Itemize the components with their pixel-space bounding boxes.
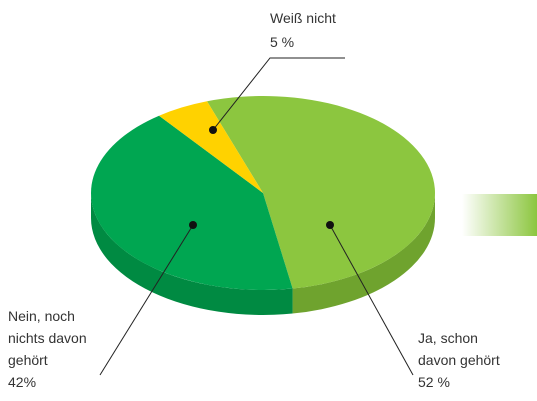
slice-top [207,95,436,289]
slice-label: Ja, schon davon gehört [418,330,500,368]
value-label: 42% [8,374,37,390]
leader-dot [326,221,334,229]
value-label: 52 % [418,374,450,390]
slice [207,95,436,314]
value-label: 5 % [270,34,295,50]
decoration [462,194,537,236]
slice [91,115,293,315]
slices [91,95,436,315]
slice-label: Nein, noch nichts davon gehört [8,308,87,368]
leader-dots [189,126,334,229]
slice-side [91,193,293,315]
slice-top [91,115,293,290]
slice-label: Weiß nicht [270,10,336,26]
leader-lines [99,57,414,376]
slice-top [159,101,263,193]
slice [159,101,263,193]
leader-dot [189,221,197,229]
leader-line [99,224,194,376]
leader-dot [209,126,217,134]
leader-line [212,57,345,131]
leader-line [329,224,414,376]
slice-side [292,193,435,314]
